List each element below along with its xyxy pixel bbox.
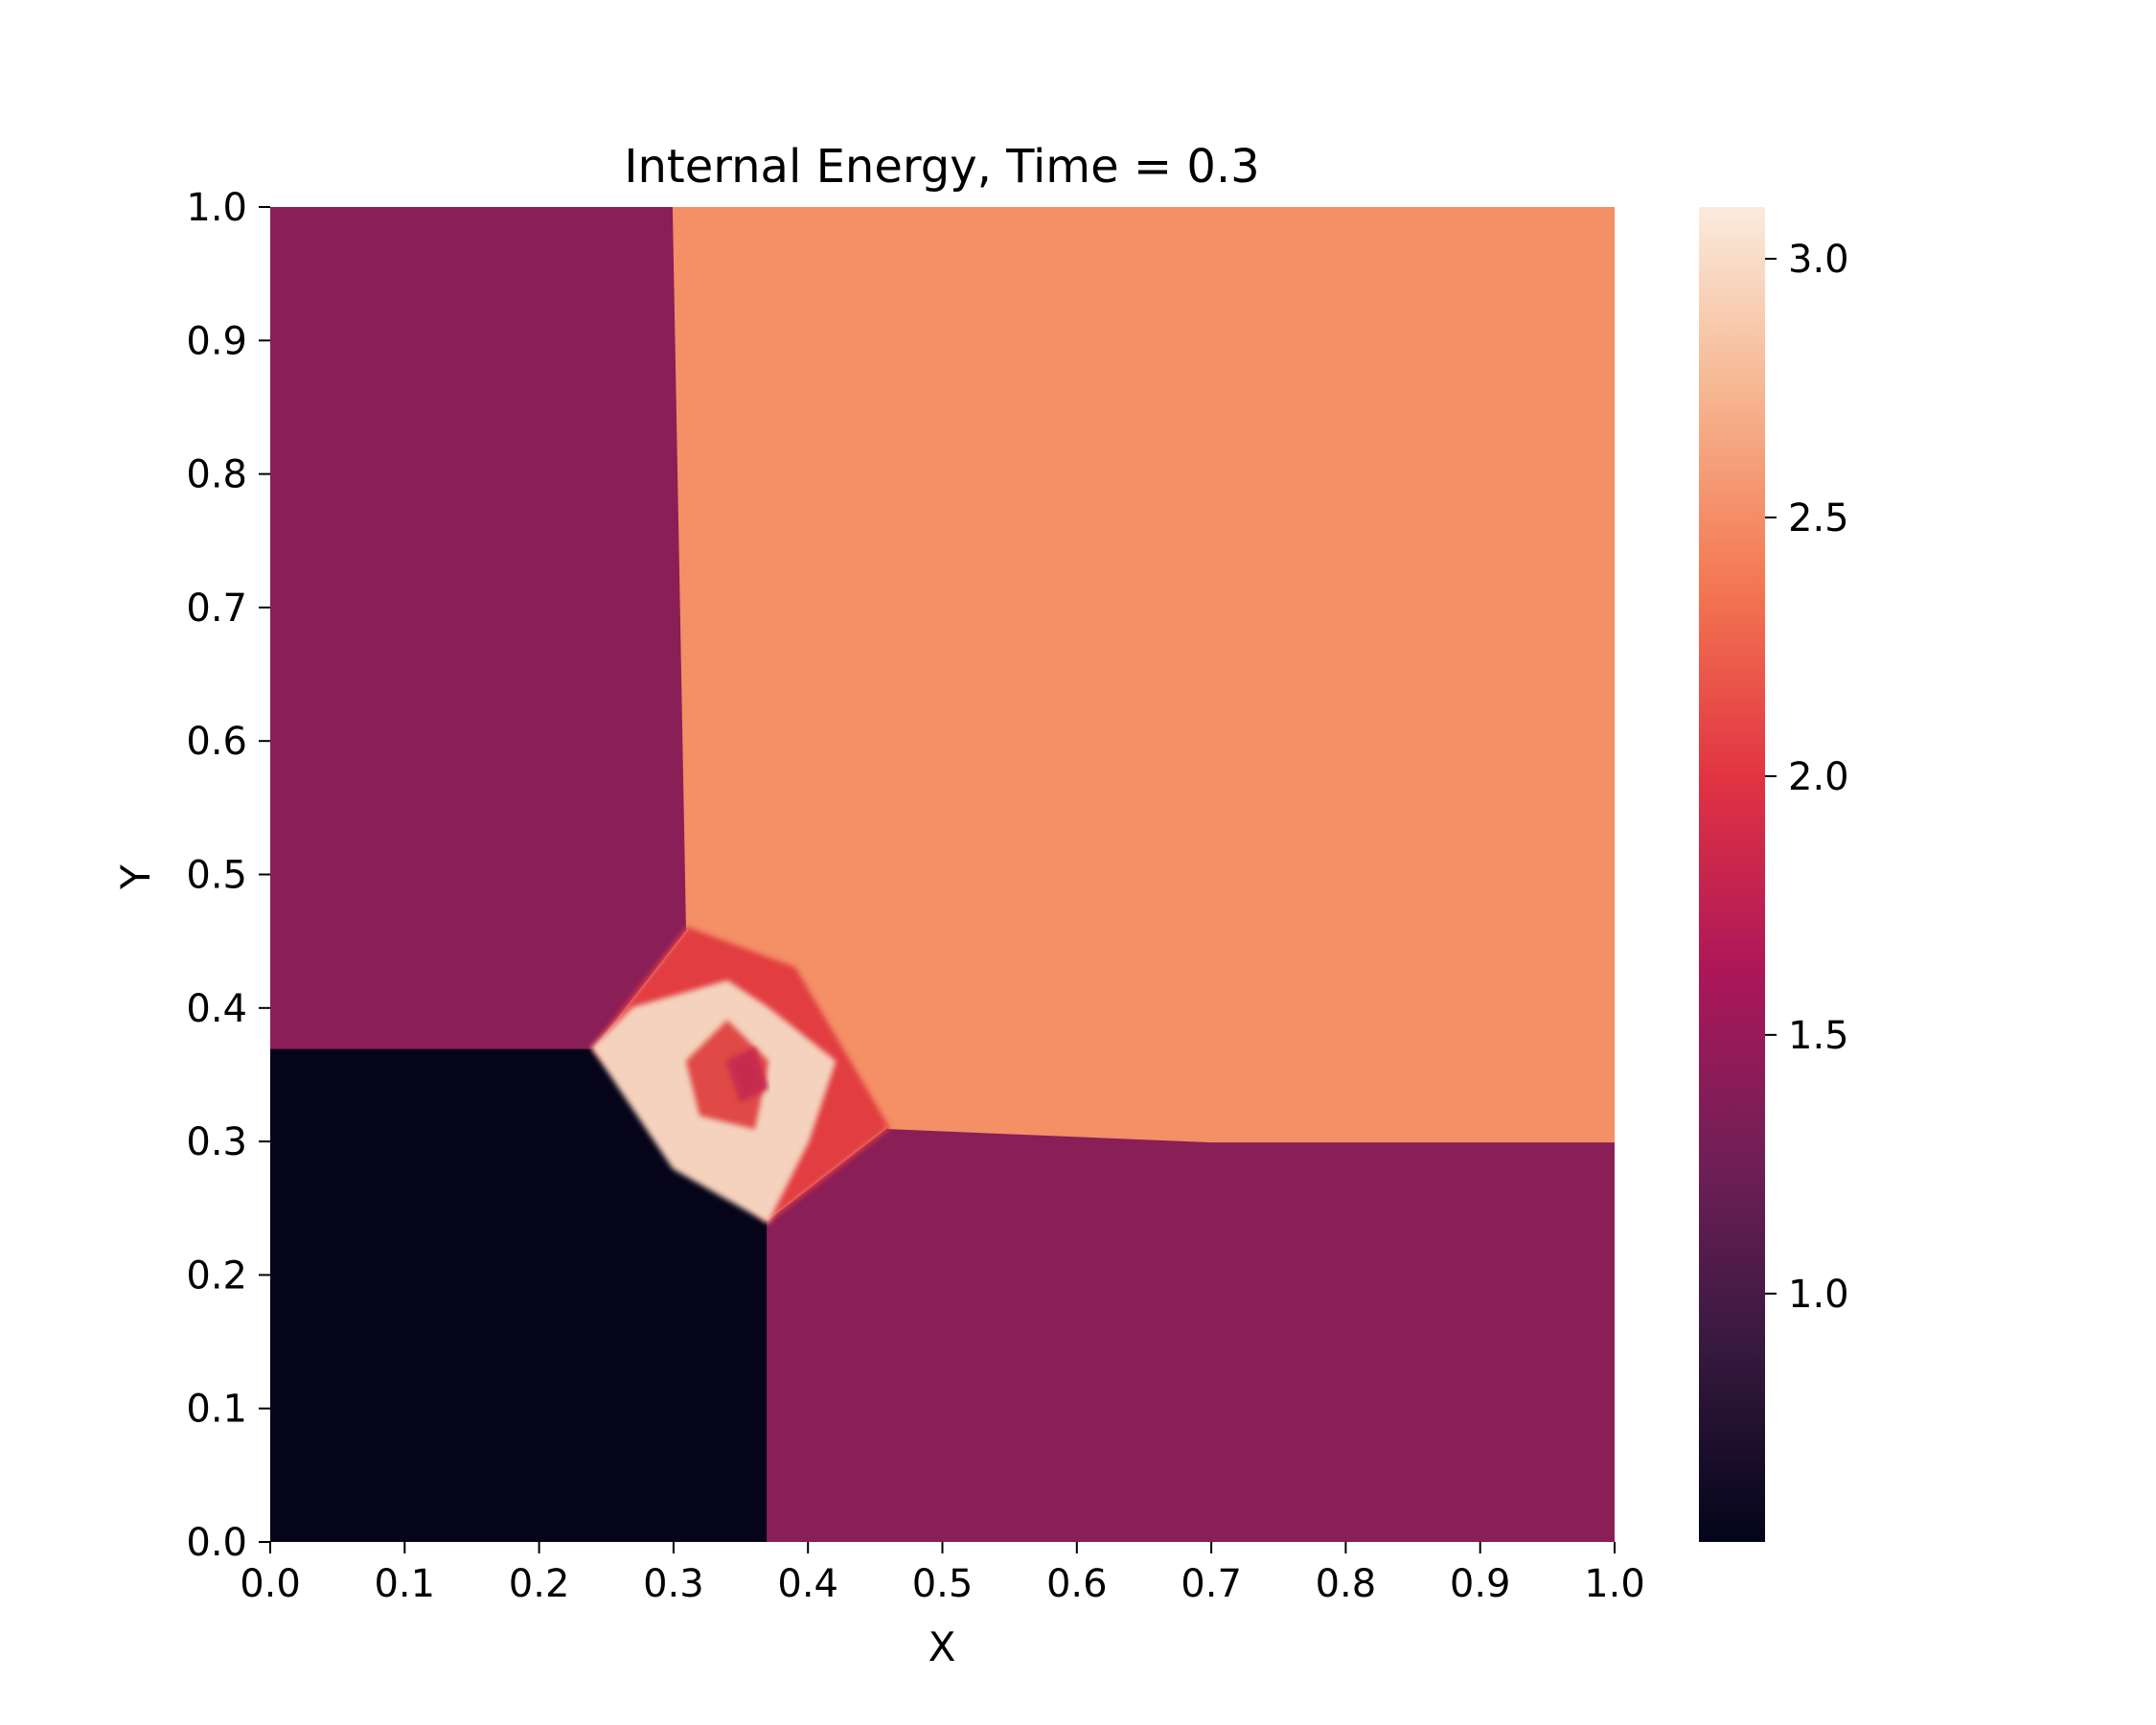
colorbar-tick-label: 1.5 <box>1788 1014 1849 1058</box>
heatmap-region-upper-left-quadrant <box>270 207 688 1049</box>
x-axis: 0.0 0.1 0.2 0.3 0.4 0.5 0.6 0.7 0.8 0.9 1.0 <box>240 1542 1645 1606</box>
x-tick-label: 0.3 <box>643 1562 704 1606</box>
x-tick-label: 0.6 <box>1046 1562 1108 1606</box>
y-tick-label: 0.0 <box>186 1521 247 1565</box>
plot-area <box>270 207 1615 1542</box>
heatmap-region-vortex-center <box>725 1046 769 1103</box>
x-tick-label: 0.9 <box>1450 1562 1511 1606</box>
y-tick-label: 0.3 <box>186 1120 247 1164</box>
y-tick-label: 0.4 <box>186 987 247 1031</box>
y-tick-label: 0.1 <box>186 1388 247 1432</box>
y-tick-label: 1.0 <box>186 186 247 230</box>
x-tick-label: 0.2 <box>509 1562 570 1606</box>
colorbar-tick-label: 2.5 <box>1788 496 1849 540</box>
x-tick-label: 0.8 <box>1316 1562 1377 1606</box>
y-tick-label: 0.2 <box>186 1254 247 1298</box>
x-axis-label: X <box>929 1623 956 1670</box>
heatmap-region-vortex-ring <box>685 1020 769 1130</box>
x-tick-label: 0.5 <box>912 1562 974 1606</box>
chart-title: Internal Energy, Time = 0.3 <box>624 140 1259 194</box>
heatmap-region-lower-right-quadrant <box>767 1127 1615 1542</box>
colorbar-ticks: 1.0 1.5 2.0 2.5 3.0 <box>1765 238 1849 1317</box>
y-axis-label: Y <box>112 864 159 890</box>
x-tick-label: 0.1 <box>374 1562 435 1606</box>
y-tick-label: 0.6 <box>186 720 247 764</box>
y-tick-label: 0.9 <box>186 319 247 363</box>
y-tick-label: 0.8 <box>186 453 247 497</box>
colorbar-tick-label: 3.0 <box>1788 238 1849 282</box>
colorbar-tick-label: 1.0 <box>1788 1273 1849 1317</box>
colorbar-tick-label: 2.0 <box>1788 755 1849 799</box>
y-tick-label: 0.5 <box>186 854 247 898</box>
y-tick-label: 0.7 <box>186 586 247 631</box>
x-tick-label: 0.4 <box>777 1562 838 1606</box>
x-tick-label: 1.0 <box>1584 1562 1645 1606</box>
x-tick-label: 0.0 <box>240 1562 301 1606</box>
colorbar <box>1699 207 1765 1542</box>
x-tick-label: 0.7 <box>1181 1562 1242 1606</box>
y-axis: 0.0 0.1 0.2 0.3 0.4 0.5 0.6 0.7 0.8 0.9 1.0 <box>186 186 270 1565</box>
